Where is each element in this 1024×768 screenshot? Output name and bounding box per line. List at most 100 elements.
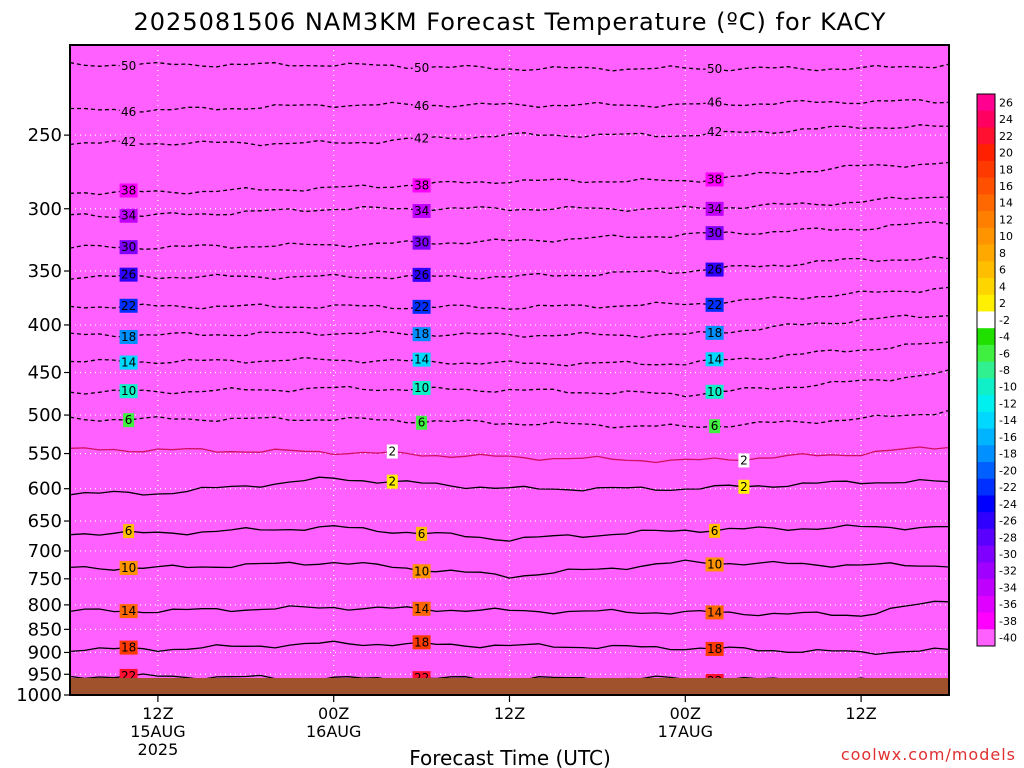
isotherm-label: 2 <box>386 474 398 489</box>
colorbar-label: 2 <box>999 297 1006 310</box>
isotherm-label: 10 <box>412 564 431 579</box>
colorbar-label: -8 <box>999 364 1010 377</box>
isotherm-label: 10 <box>705 557 724 572</box>
svg-text:10: 10 <box>121 561 136 575</box>
colorbar-label: 22 <box>999 130 1013 143</box>
svg-text:18: 18 <box>414 635 429 649</box>
y-tick-label: 500 <box>28 405 62 426</box>
colorbar-swatch <box>977 127 995 145</box>
isotherm-label: 14 <box>705 605 724 620</box>
isotherm-line <box>70 559 949 579</box>
chart-title: 2025081506 NAM3KM Forecast Temperature (… <box>134 8 887 36</box>
colorbar-label: -24 <box>999 498 1017 511</box>
colorbar-swatch <box>977 361 995 379</box>
y-tick-label: 250 <box>28 125 62 146</box>
colorbar-label: 16 <box>999 180 1013 193</box>
svg-text:14: 14 <box>414 602 429 616</box>
svg-text:34: 34 <box>121 209 136 223</box>
colorbar-label: 8 <box>999 247 1006 260</box>
svg-text:18: 18 <box>707 642 722 656</box>
svg-text:50: 50 <box>121 59 136 73</box>
isotherm-line <box>70 286 949 310</box>
isotherm-label: 6 <box>416 415 428 430</box>
x-tick-label: 12Z <box>142 704 173 723</box>
colorbar-swatch <box>977 395 995 413</box>
svg-text:38: 38 <box>707 172 722 186</box>
colorbar-swatch <box>977 110 995 128</box>
isotherm-label: 18 <box>705 641 724 656</box>
x-tick-label: 12Z <box>845 704 876 723</box>
colorbar-label: 20 <box>999 147 1013 160</box>
grid-lines <box>70 45 949 695</box>
svg-text:42: 42 <box>414 131 429 145</box>
y-tick-label: 850 <box>28 619 62 640</box>
svg-text:10: 10 <box>707 385 722 399</box>
svg-text:30: 30 <box>414 236 429 250</box>
x-tick-label: 17AUG <box>658 722 713 741</box>
colorbar-label: -30 <box>999 548 1017 561</box>
colorbar-label: -18 <box>999 448 1017 461</box>
temperature-band <box>70 62 949 695</box>
isotherm-line <box>70 476 949 496</box>
isotherm-line <box>70 341 949 367</box>
y-axis: 2503003504004505005506006507007508008509… <box>16 125 70 706</box>
svg-text:6: 6 <box>125 524 133 538</box>
colorbar-swatch <box>977 344 995 363</box>
svg-text:10: 10 <box>707 557 722 571</box>
colorbar-label: 4 <box>999 280 1006 293</box>
y-tick-label: 450 <box>28 363 62 384</box>
y-tick-label: 750 <box>28 569 62 590</box>
credit-text: coolwx.com/models <box>841 745 1016 764</box>
svg-text:2: 2 <box>388 444 396 458</box>
isotherm-label: 46 <box>119 105 138 120</box>
colorbar-frame <box>976 93 996 647</box>
colorbar-label: -16 <box>999 431 1017 444</box>
isotherm-label: 46 <box>412 98 431 113</box>
svg-text:2: 2 <box>740 453 748 467</box>
y-tick-label: 800 <box>28 595 62 616</box>
svg-text:46: 46 <box>707 95 722 109</box>
colorbar-label: -12 <box>999 397 1017 410</box>
isotherm-line <box>70 640 949 656</box>
svg-text:14: 14 <box>414 353 429 367</box>
isotherm-label: 6 <box>123 413 135 428</box>
colorbar-label: -22 <box>999 481 1017 494</box>
colorbar-swatch <box>977 378 995 396</box>
isotherm-line <box>70 221 949 250</box>
x-tick-label: 2025 <box>138 740 179 759</box>
isotherm-label: 2 <box>738 479 750 494</box>
svg-text:26: 26 <box>414 268 429 282</box>
svg-text:46: 46 <box>121 105 136 119</box>
x-tick-label: 00Z <box>670 704 701 723</box>
colorbar-label: -14 <box>999 414 1017 427</box>
x-tick-label: 12Z <box>494 704 525 723</box>
colorbar-label: -20 <box>999 464 1017 477</box>
y-tick-label: 700 <box>28 541 62 562</box>
colorbar-label: 14 <box>999 197 1013 210</box>
isotherm-label: 26 <box>705 262 724 277</box>
y-tick-label: 300 <box>28 199 62 220</box>
svg-text:18: 18 <box>414 327 429 341</box>
colorbar-swatch <box>977 445 995 463</box>
colorbar-swatch <box>977 94 995 112</box>
colorbar-swatch <box>977 144 995 162</box>
y-tick-label: 650 <box>28 511 62 532</box>
colorbar-swatch <box>977 328 995 346</box>
svg-text:18: 18 <box>707 326 722 340</box>
isotherm-label: 6 <box>123 524 135 539</box>
svg-text:22: 22 <box>707 298 722 312</box>
colorbar-swatch <box>977 411 995 429</box>
temperature-fill <box>70 45 949 695</box>
isotherm-label: 30 <box>705 226 724 241</box>
svg-text:10: 10 <box>414 564 429 578</box>
isotherm-label: 22 <box>119 298 138 313</box>
x-axis-label: Forecast Time (UTC) <box>409 746 611 768</box>
svg-text:30: 30 <box>121 240 136 254</box>
colorbar-label: -36 <box>999 598 1017 611</box>
colorbar-swatch <box>977 211 995 229</box>
isotherm-label: 22 <box>705 297 724 312</box>
y-tick-label: 1000 <box>16 685 62 706</box>
colorbar-label: 6 <box>999 264 1006 277</box>
y-tick-label: 600 <box>28 479 62 500</box>
colorbar-swatch <box>977 478 995 496</box>
